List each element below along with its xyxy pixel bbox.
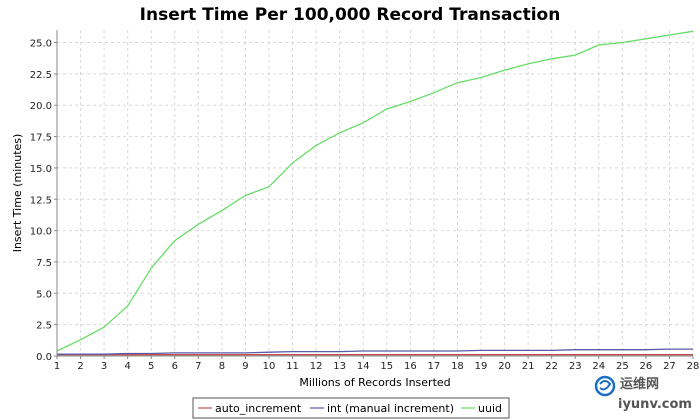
y-axis-label: Insert Time (minutes) bbox=[11, 134, 24, 253]
x-tick-label: 4 bbox=[124, 361, 130, 372]
x-tick-label: 21 bbox=[522, 361, 535, 372]
x-axis-label: Millions of Records Inserted bbox=[299, 376, 450, 389]
y-tick-label: 22.5 bbox=[30, 70, 52, 81]
watermark-circle bbox=[594, 375, 616, 397]
legend: auto_increment int (manual increment) uu… bbox=[192, 397, 510, 419]
legend-label-auto-increment: auto_increment bbox=[215, 402, 302, 415]
y-tick-label: 17.5 bbox=[30, 133, 52, 144]
y-tick-label: 25.0 bbox=[30, 39, 52, 50]
y-tick-label: 0.0 bbox=[36, 352, 52, 363]
x-tick-label: 8 bbox=[219, 361, 225, 372]
legend-label-uuid: uuid bbox=[478, 402, 502, 415]
x-tick-label: 28 bbox=[687, 361, 700, 372]
x-tick-label: 24 bbox=[592, 361, 605, 372]
x-tick-label: 20 bbox=[498, 361, 511, 372]
x-tick-label: 19 bbox=[475, 361, 488, 372]
x-tick-label: 2 bbox=[77, 361, 83, 372]
x-tick-label: 18 bbox=[451, 361, 464, 372]
y-tick-label: 12.5 bbox=[30, 195, 52, 206]
series-line-uuid bbox=[56, 30, 694, 352]
x-tick-label: 15 bbox=[380, 361, 393, 372]
legend-label-int: int (manual increment) bbox=[327, 402, 454, 415]
x-axis-ticks: 1 2 3 4 5 6 7 8 9 10 11 12 13 14 15 16 17 18 19 20 21 22 23 24 2… bbox=[54, 356, 700, 372]
x-tick-label: 9 bbox=[242, 361, 248, 372]
watermark-swirl-icon bbox=[599, 380, 612, 391]
y-tick-label: 7.5 bbox=[36, 258, 52, 269]
x-tick-label: 23 bbox=[569, 361, 582, 372]
x-tick-label: 12 bbox=[310, 361, 323, 372]
x-tick-label: 27 bbox=[663, 361, 676, 372]
x-tick-label: 3 bbox=[101, 361, 107, 372]
y-axis-ticks: 0.0 2.5 5.0 7.5 10.0 12.5 15.0 17.5 20.0 22.5 25.0 bbox=[30, 39, 57, 363]
x-tick-label: 13 bbox=[333, 361, 346, 372]
x-tick-label: 26 bbox=[640, 361, 653, 372]
x-tick-label: 16 bbox=[404, 361, 417, 372]
x-tick-label: 1 bbox=[54, 361, 60, 372]
y-tick-label: 15.0 bbox=[30, 164, 52, 175]
series-line-int-manual-increment bbox=[57, 348, 693, 355]
y-tick-label: 5.0 bbox=[36, 289, 52, 300]
plot-area bbox=[57, 30, 693, 356]
y-tick-label: 10.0 bbox=[30, 227, 52, 238]
x-tick-label: 6 bbox=[172, 361, 178, 372]
x-tick-label: 17 bbox=[428, 361, 441, 372]
x-tick-label: 10 bbox=[263, 361, 276, 372]
y-tick-label: 2.5 bbox=[36, 321, 52, 332]
legend-box bbox=[192, 397, 510, 419]
x-tick-label: 25 bbox=[616, 361, 629, 372]
x-tick-label: 11 bbox=[286, 361, 299, 372]
watermark-logo: 运维网 iyunv.com bbox=[594, 375, 692, 412]
series-lines bbox=[56, 30, 694, 356]
x-tick-label: 14 bbox=[357, 361, 370, 372]
watermark-url: iyunv.com bbox=[618, 397, 692, 412]
y-tick-label: 20.0 bbox=[30, 101, 52, 112]
x-tick-label: 22 bbox=[545, 361, 558, 372]
x-tick-label: 7 bbox=[195, 361, 201, 372]
chart-title: Insert Time Per 100,000 Record Transacti… bbox=[140, 5, 561, 25]
grid bbox=[57, 30, 694, 356]
watermark-brand: 运维网 bbox=[620, 376, 659, 392]
x-tick-label: 5 bbox=[148, 361, 154, 372]
